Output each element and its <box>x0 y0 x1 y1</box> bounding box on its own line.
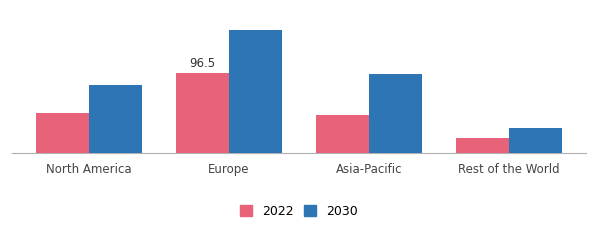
Bar <box>176 72 229 153</box>
Bar <box>316 115 369 153</box>
Bar <box>369 74 422 153</box>
Text: 96.5: 96.5 <box>190 57 215 70</box>
Bar <box>89 85 142 153</box>
Legend: 2022, 2030: 2022, 2030 <box>237 202 361 220</box>
Bar <box>36 113 89 153</box>
Bar <box>509 128 562 153</box>
Bar <box>456 138 509 153</box>
Bar <box>229 30 282 153</box>
